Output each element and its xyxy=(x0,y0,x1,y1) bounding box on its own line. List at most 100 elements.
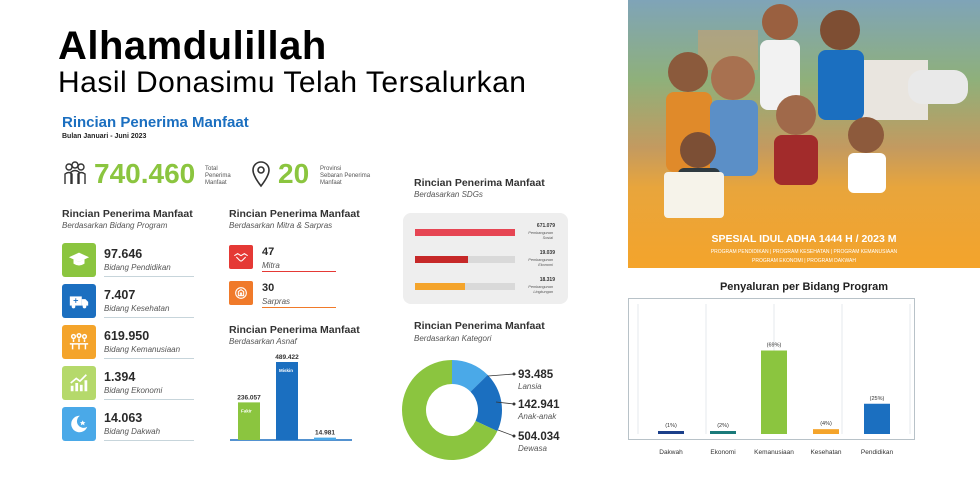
program-label: Bidang Ekonomi xyxy=(104,386,163,395)
penyaluran-bar xyxy=(710,431,736,434)
penyaluran-bar-chart: (1%) Dakwah (2%) Ekonomi (69%) Kemanusiaan (4%… xyxy=(637,304,911,456)
sdgs-bar xyxy=(415,229,515,236)
donut-leader-line xyxy=(495,401,515,405)
prov-label-line-3: Manfaat xyxy=(320,180,342,186)
donut-slice xyxy=(470,374,502,432)
mitra-panel-subtitle: Berdasarkan Mitra & Sarpras xyxy=(229,221,333,230)
building-icon xyxy=(229,281,253,305)
graduation-cap-icon xyxy=(62,243,96,277)
sarpras-value: 30 xyxy=(262,282,275,294)
crescent-star-icon xyxy=(62,407,96,441)
kategori-panel-title: Rincian Penerima Manfaat xyxy=(414,320,545,332)
photo-headline: SPESIAL IDUL ADHA 1444 H / 2023 M xyxy=(711,233,897,245)
total-label-line-1: Total xyxy=(205,166,218,172)
program-panel-subtitle: Berdasarkan Bidang Program xyxy=(62,221,168,230)
donut-value-label: 93.485 xyxy=(518,369,554,381)
program-value: 7.407 xyxy=(104,288,136,302)
program-panel-title: Rincian Penerima Manfaat xyxy=(62,208,193,220)
asnaf-category-label: Fisabilillah xyxy=(317,444,341,446)
asnaf-bar xyxy=(314,437,336,440)
penyaluran-value-label: (69%) xyxy=(767,343,782,349)
program-value: 14.063 xyxy=(104,411,143,425)
sdgs-category-label-1: Pembangunan xyxy=(528,285,553,289)
program-value: 97.646 xyxy=(104,247,143,261)
donut-category-label: Anak-anak xyxy=(517,412,557,421)
asnaf-bar xyxy=(276,362,298,440)
program-value: 619.950 xyxy=(104,329,150,343)
province-value: 20 xyxy=(278,158,310,189)
asnaf-category-label: Miskin xyxy=(279,368,293,373)
program-list: 97.646 Bidang Pendidikan 7.407 Bidang Ke… xyxy=(62,243,194,448)
sdgs-category-label-2: Sosial xyxy=(543,236,553,240)
asnaf-bar-chart: 236.057 Fakir 489.422 Miskin 14.981 Fisabilil… xyxy=(230,354,352,446)
humanitarian-icon xyxy=(62,325,96,359)
page-title: Alhamdulillah xyxy=(58,24,327,68)
penyaluran-value-label: (2%) xyxy=(717,423,729,429)
sdgs-bar xyxy=(415,283,465,290)
photo-programs-line-2: PROGRAM EKONOMI | PROGRAM DAKWAH xyxy=(752,258,856,264)
sdgs-value-label: 671.079 xyxy=(537,223,555,229)
program-label: Bidang Pendidikan xyxy=(104,263,171,272)
donut-category-label: Dewasa xyxy=(518,444,547,453)
donut-slice xyxy=(402,360,498,460)
mitra-value: 47 xyxy=(262,246,275,258)
sdgs-category-label-2: Ekonomi xyxy=(538,263,553,267)
sdgs-bar xyxy=(415,256,468,263)
divider xyxy=(262,307,336,308)
total-label-line-2: Penerima xyxy=(205,173,231,179)
divider xyxy=(104,276,194,277)
sdgs-bar-chart: 671.079PembangunanSosial19.039Pembanguna… xyxy=(415,223,556,294)
sdgs-category-label-1: Pembangunan xyxy=(528,231,553,235)
growth-chart-icon xyxy=(62,366,96,400)
penyaluran-bar xyxy=(761,350,787,434)
asnaf-category-label: Fakir xyxy=(241,408,252,413)
donut-value-label: 504.034 xyxy=(518,431,560,443)
campaign-photo: SPESIAL IDUL ADHA 1444 H / 2023 M PROGRA… xyxy=(628,0,980,268)
handshake-icon xyxy=(229,245,253,269)
program-item-kemanusiaan: 619.950 Bidang Kemanusiaan xyxy=(62,325,194,366)
people-photo-illustration xyxy=(664,4,968,218)
kategori-panel-subtitle: Berdasarkan Kategori xyxy=(414,334,492,343)
mitra-panel-title: Rincian Penerima Manfaat xyxy=(229,208,360,220)
penyaluran-value-label: (4%) xyxy=(820,421,832,427)
donut-leader-line xyxy=(497,429,515,437)
donut-leader-dot xyxy=(512,402,516,406)
program-value: 1.394 xyxy=(104,370,136,384)
penyaluran-category-label: Kesehatan xyxy=(810,449,841,456)
program-label: Bidang Kesehatan xyxy=(104,304,170,313)
divider xyxy=(104,317,194,318)
mitra-label: Mitra xyxy=(262,261,280,270)
sdgs-panel-subtitle: Berdasarkan SDGs xyxy=(414,190,483,199)
donut-leader-dot xyxy=(512,372,516,376)
province-label: Provinsi Sebaran Penerima Manfaat xyxy=(320,166,370,187)
divider xyxy=(104,358,194,359)
penyaluran-category-label: Ekonomi xyxy=(710,449,735,456)
divider xyxy=(262,271,336,272)
program-label: Bidang Dakwah xyxy=(104,427,161,436)
penyaluran-bar xyxy=(813,429,839,434)
program-item-pendidikan: 97.646 Bidang Pendidikan xyxy=(62,243,194,284)
penyaluran-bar xyxy=(658,431,684,434)
prov-label-line-2: Sebaran Penerima xyxy=(320,173,371,179)
prov-label-line-1: Provinsi xyxy=(320,166,342,172)
donut-value-label: 142.941 xyxy=(518,399,560,411)
penyaluran-chart-title: Penyaluran per Bidang Program xyxy=(719,281,889,293)
program-item-dakwah: 14.063 Bidang Dakwah xyxy=(62,407,194,448)
penyaluran-category-label: Kemanusiaan xyxy=(754,449,794,456)
sarpras-label: Sarpras xyxy=(262,297,291,306)
donut-category-label: Lansia xyxy=(518,382,542,391)
period-label: Bulan Januari - Juni 2023 xyxy=(62,133,147,140)
donut-leader-line xyxy=(487,373,515,377)
donut-slice xyxy=(452,360,488,392)
total-recipients-value: 740.460 xyxy=(94,158,196,189)
people-icon xyxy=(62,160,88,186)
penyaluran-category-label: Pendidikan xyxy=(861,449,894,456)
penyaluran-bar xyxy=(864,403,890,434)
page-subtitle: Hasil Donasimu Telah Tersalurkan xyxy=(58,66,527,99)
sdgs-value-label: 18.319 xyxy=(540,277,556,283)
program-label: Bidang Kemanusiaan xyxy=(104,345,181,354)
divider xyxy=(104,440,194,441)
location-pin-icon xyxy=(250,160,272,188)
sdgs-panel-title: Rincian Penerima Manfaat xyxy=(414,177,545,189)
